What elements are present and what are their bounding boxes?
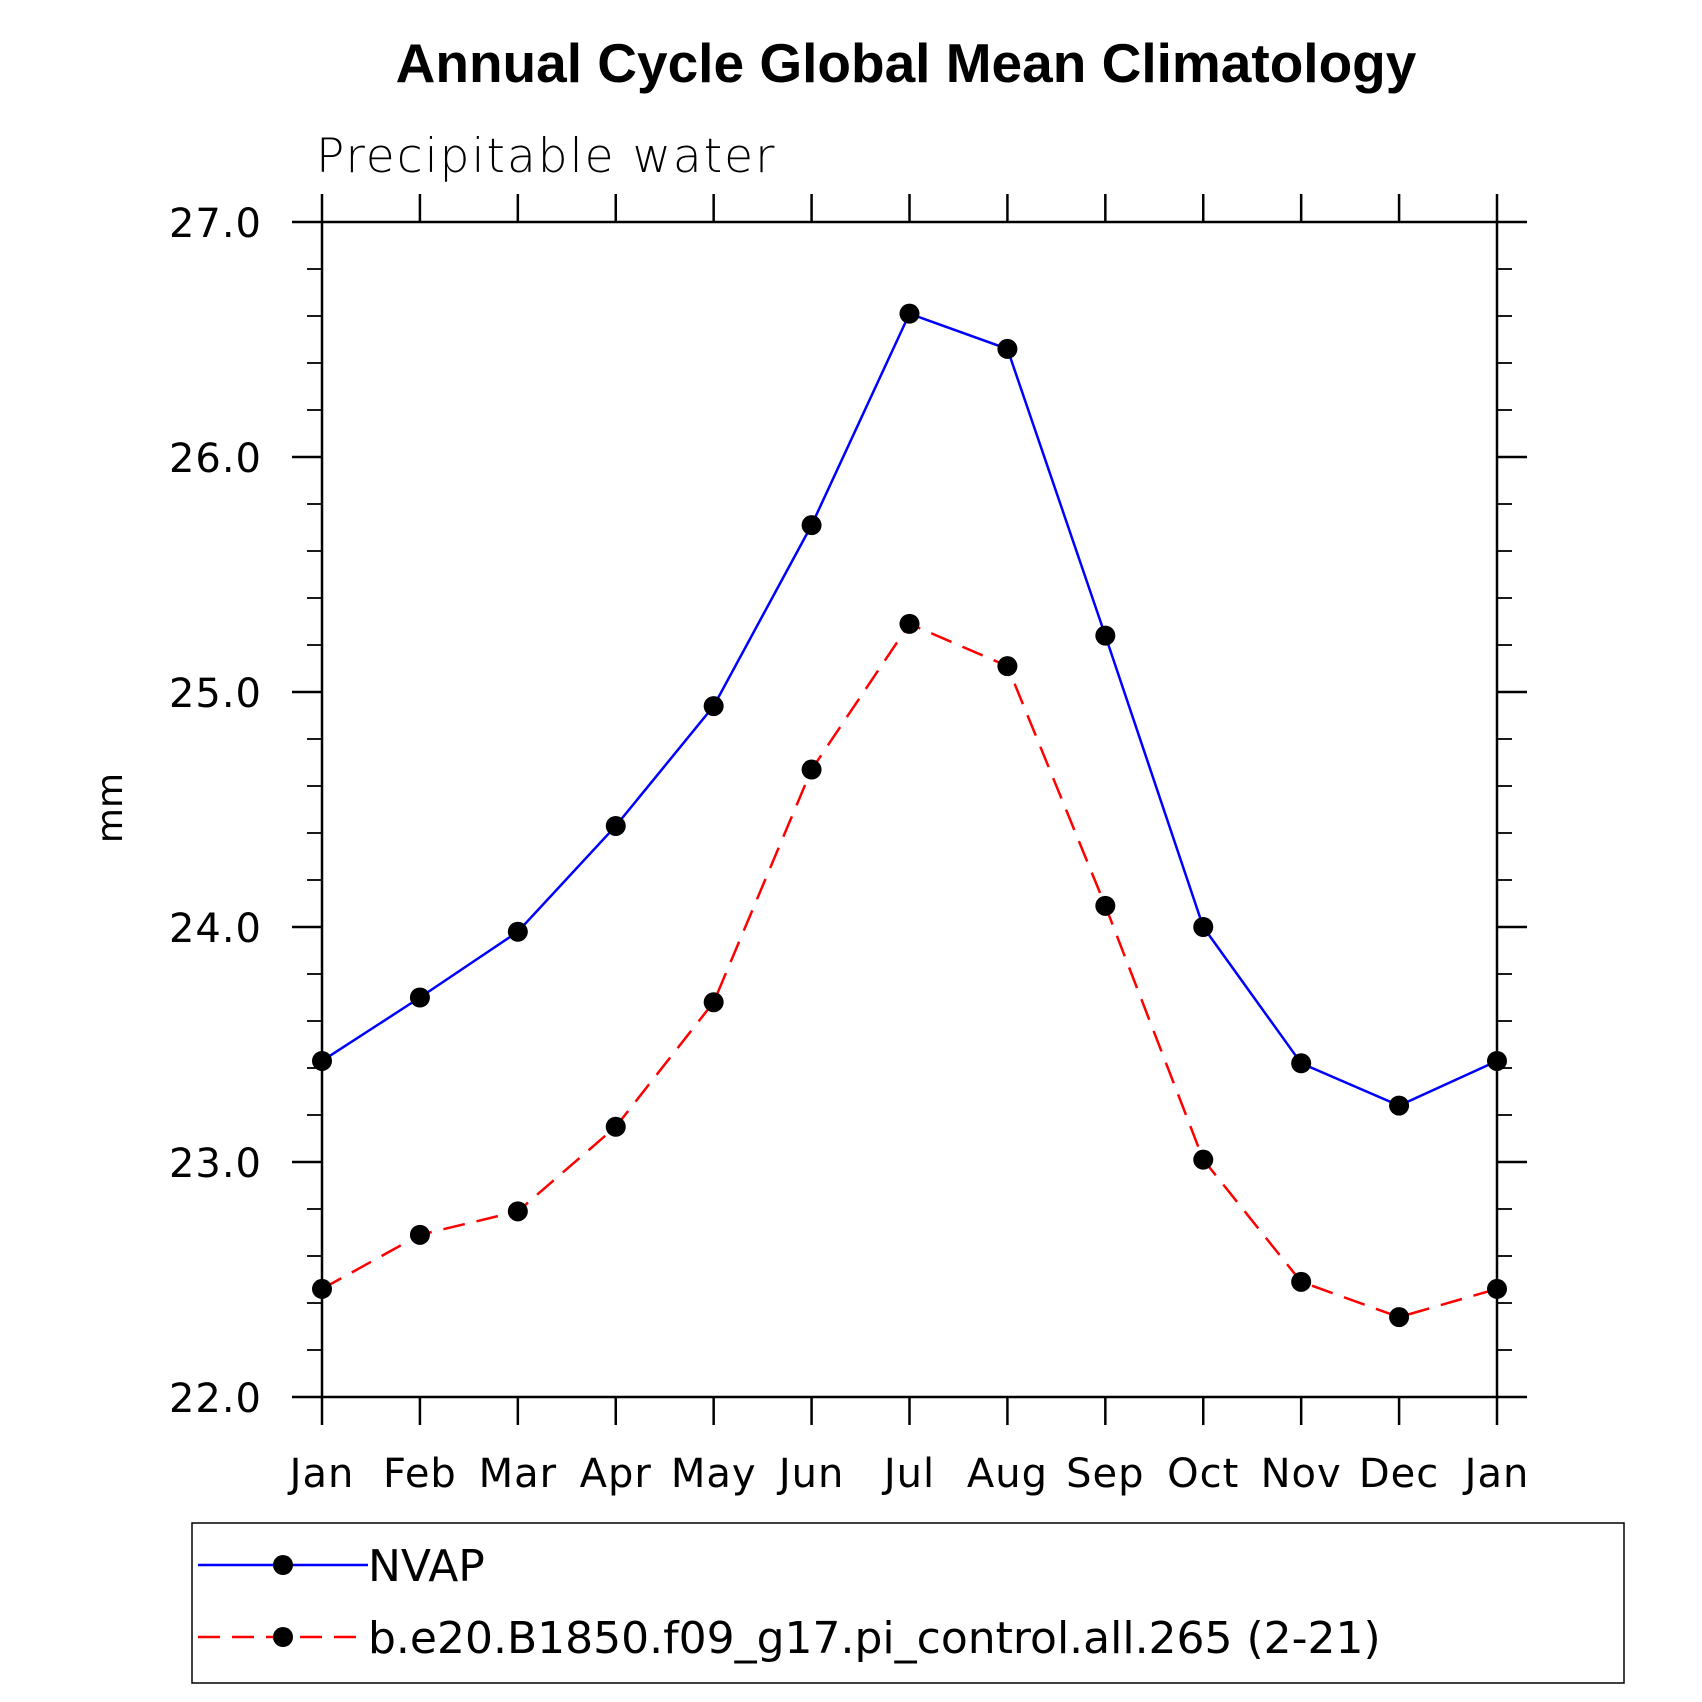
x-tick-label: Jan — [287, 1451, 355, 1497]
x-tick-label: Jul — [881, 1451, 935, 1497]
series-0-point — [1291, 1053, 1312, 1074]
x-tick-label: Nov — [1261, 1451, 1342, 1497]
series-line-1 — [321, 622, 1498, 1319]
y-axis-label: mm — [90, 773, 131, 843]
series-1-point — [1291, 1271, 1312, 1292]
series-1-point — [801, 759, 822, 780]
series-1-point — [1095, 895, 1116, 916]
legend-box — [191, 1522, 1625, 1684]
legend-marker-0 — [273, 1555, 293, 1575]
legend-marker-1 — [273, 1627, 293, 1647]
series-1-point — [899, 613, 920, 634]
series-0-point — [312, 1050, 332, 1071]
y-tick-label: 26.0 — [169, 436, 262, 482]
series-0-point — [801, 515, 822, 536]
x-tick-label: Jan — [1462, 1451, 1530, 1497]
y-tick-label: 27.0 — [169, 201, 262, 247]
x-tick-label: Dec — [1359, 1451, 1439, 1497]
x-tick-label: Apr — [580, 1451, 652, 1497]
series-0-point — [703, 696, 724, 717]
legend: NVAP b.e20.B1850.f09_g17.pi_control.all.2… — [198, 1541, 1381, 1664]
x-tick-label: Mar — [479, 1451, 557, 1497]
x-tick-label: Feb — [383, 1451, 457, 1497]
series-0-point — [899, 303, 920, 324]
y-tick-label: 23.0 — [169, 1141, 262, 1187]
series-1-point — [605, 1116, 626, 1137]
series-1-point — [312, 1278, 332, 1299]
chart-title: Annual Cycle Global Mean Climatology — [396, 32, 1417, 94]
x-tick-label: Aug — [967, 1451, 1048, 1497]
series-1-point — [703, 992, 724, 1013]
series-1-point — [507, 1201, 528, 1222]
x-tick-label: Oct — [1167, 1451, 1239, 1497]
series-0-point — [1095, 625, 1116, 646]
legend-label-1: b.e20.B1850.f09_g17.pi_control.all.265 (… — [368, 1613, 1381, 1664]
legend-label-0: NVAP — [368, 1541, 485, 1592]
series-1-point — [1487, 1278, 1507, 1299]
series-0-point — [1389, 1095, 1410, 1116]
series-0-point — [507, 921, 528, 942]
x-tick-label: Jun — [776, 1451, 845, 1497]
series-0-point — [997, 338, 1018, 359]
series-0-point — [1193, 917, 1214, 937]
y-tick-label: 22.0 — [169, 1376, 262, 1422]
plot-frame — [320, 220, 1499, 1399]
chart-subtitle: Precipitable water — [316, 129, 776, 184]
x-tick-label: Sep — [1066, 1451, 1144, 1497]
series-1-point — [1193, 1149, 1214, 1170]
series-line-0 — [321, 312, 1498, 1107]
series-layer — [312, 303, 1507, 1328]
y-tick-label: 25.0 — [169, 671, 262, 717]
series-0-point — [409, 987, 430, 1008]
x-tick-label: May — [671, 1451, 757, 1497]
series-1-point — [997, 656, 1018, 677]
series-0-point — [1487, 1050, 1507, 1071]
y-tick-label: 24.0 — [169, 906, 262, 952]
series-1-point — [1389, 1307, 1410, 1328]
axes: Jan Feb Mar Apr May Jun Jul Aug Sep Oct Nov Dec Jan 2… — [169, 194, 1530, 1497]
series-0-point — [605, 815, 626, 836]
series-1-point — [409, 1224, 430, 1245]
